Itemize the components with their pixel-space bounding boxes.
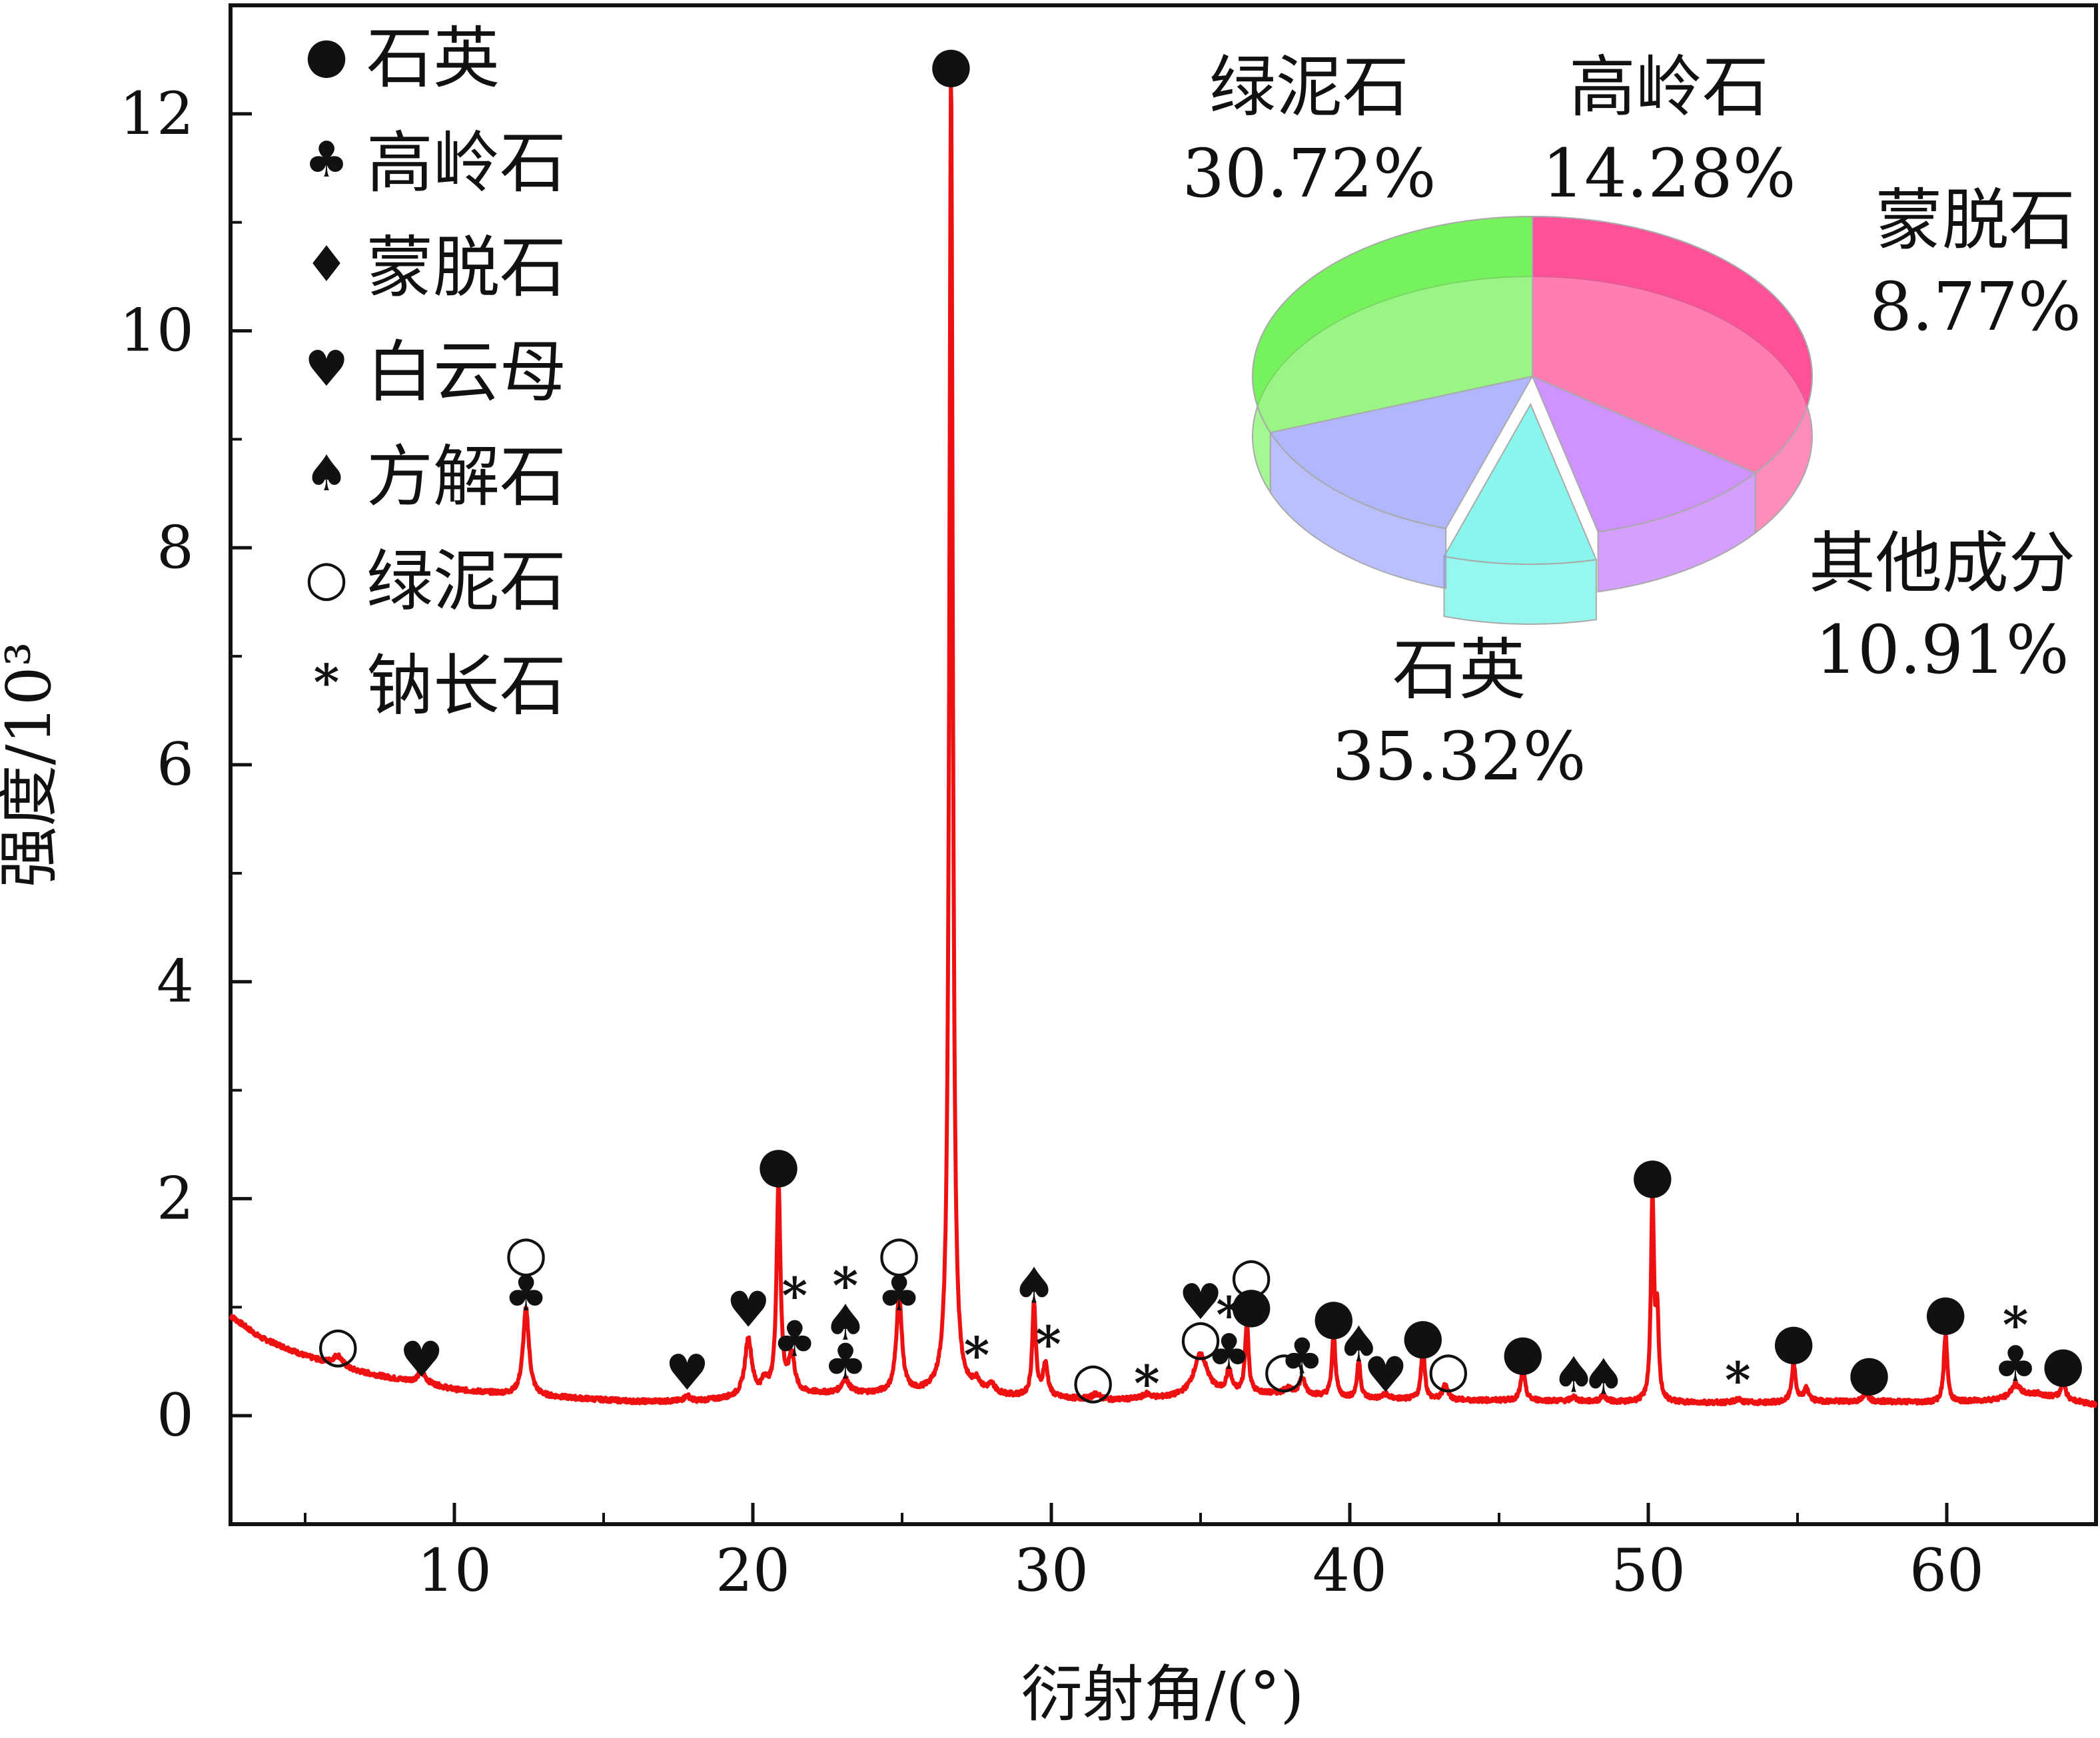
legend-symbol: ♦ <box>304 236 348 293</box>
peak-marker: ○ <box>1179 1308 1223 1366</box>
peak-marker: ● <box>2041 1336 2085 1393</box>
peak-marker: * <box>1725 1352 1751 1409</box>
peak-marker: ♣ <box>1280 1328 1324 1386</box>
pie-slice-side <box>1443 556 1597 625</box>
pie-slice-name: 高岭石 <box>1569 48 1769 126</box>
y-axis: 0 2 4 6 8 10 12 <box>119 4 252 1525</box>
legend-label: 绿泥石 <box>366 542 566 620</box>
peak-marker: ● <box>1312 1288 1356 1345</box>
peak-marker: * <box>782 1267 807 1324</box>
peak-marker: ● <box>1847 1344 1891 1402</box>
legend-symbol: ♣ <box>304 131 348 189</box>
peak-marker: * <box>1134 1355 1160 1412</box>
series-layer <box>229 81 2098 1408</box>
legend-label: 方解石 <box>366 438 566 516</box>
x-axis-title: 衍射角/(°) <box>1021 1659 1305 1730</box>
peak-marker: ● <box>1502 1324 1545 1381</box>
peak-marker: ♥ <box>1364 1346 1408 1404</box>
pie-slice-value: 14.28% <box>1542 135 1796 213</box>
legend: ● 石英 ♣ 高岭石 ♦ 蒙脱石 ♥ 白云母 ♠ 方解石 ○ 绿泥石 * 钠长石 <box>304 19 566 725</box>
pie-chart: 石英 35.32% 其他成分 10.91% 蒙脱石 8.77% 高岭石 14.28% 绿泥石 30… <box>1182 48 2081 795</box>
peak-marker: * <box>1035 1316 1061 1374</box>
x-tick-label: 20 <box>716 1536 790 1605</box>
pie-slice-value: 10.91% <box>1815 611 2069 689</box>
peak-marker: * <box>1216 1287 1242 1344</box>
peak-marker: ○ <box>1263 1341 1306 1398</box>
pie-slice <box>1251 215 1533 434</box>
legend-label: 钠长石 <box>366 647 566 725</box>
pie-slice-value: 8.77% <box>1869 268 2081 346</box>
x-tick-label: 30 <box>1014 1536 1089 1605</box>
legend-label: 蒙脱石 <box>366 228 566 306</box>
peak-marker: ♥ <box>665 1344 709 1402</box>
pie-slice-value: 30.72% <box>1182 135 1436 213</box>
peak-marker: * <box>2003 1296 2029 1354</box>
peak-marker: * <box>964 1327 990 1384</box>
y-tick-label: 2 <box>157 1164 194 1232</box>
peak-marker: ♠ <box>823 1294 867 1352</box>
y-axis-title: 强度/10³ <box>0 642 65 888</box>
peak-marker: ● <box>1230 1276 1273 1333</box>
peak-marker: ♠ <box>1582 1349 1626 1406</box>
x-tick-label: 10 <box>417 1536 492 1605</box>
pie-slice <box>1531 375 1757 533</box>
peak-marker: ○ <box>1230 1246 1273 1304</box>
peak-marker: ♠ <box>1336 1316 1380 1374</box>
x-tick-label: 50 <box>1611 1536 1686 1605</box>
legend-label: 白云母 <box>366 333 566 411</box>
pie-slice-name: 蒙脱石 <box>1875 181 2075 259</box>
pie-slice <box>1269 375 1534 530</box>
peak-marker: ♠ <box>1012 1258 1056 1315</box>
peak-marker: ♣ <box>504 1265 548 1322</box>
peak-marker: ♣ <box>1993 1336 2037 1393</box>
legend-label: 高岭石 <box>366 124 566 202</box>
legend-symbol: ♠ <box>304 445 348 502</box>
peak-marker: ○ <box>1427 1341 1470 1398</box>
peak-marker: ● <box>1631 1147 1674 1204</box>
peak-marker: ○ <box>316 1316 360 1374</box>
peak-marker: ● <box>1924 1284 1967 1341</box>
peak-marker: ○ <box>877 1225 921 1282</box>
peak-marker: ♥ <box>1179 1274 1223 1331</box>
peak-marker: ● <box>1772 1313 1816 1370</box>
pie-slice <box>1532 215 1814 474</box>
x-axis: 10 20 30 40 50 60 <box>304 1503 1984 1605</box>
pie-slice-value: 35.32% <box>1332 717 1586 795</box>
peak-markers: ○ ♥♣○♥♥●♣*♣♠* ♣○●*♠*○ *○♥♣*●○○♣●♠♥●○ ● ♠♠●*●●… <box>316 36 2085 1412</box>
peak-marker: * <box>833 1258 859 1315</box>
y-tick-label: 8 <box>157 513 194 582</box>
pie-slice <box>1442 402 1598 565</box>
peak-marker: ● <box>757 1136 800 1193</box>
legend-label: 石英 <box>366 19 500 97</box>
x-tick-label: 40 <box>1312 1536 1387 1605</box>
y-tick-label: 10 <box>119 296 194 365</box>
y-tick-label: 12 <box>119 79 194 148</box>
pie-slice-name: 石英 <box>1392 631 1526 709</box>
peak-marker: ♣ <box>773 1311 817 1368</box>
y-tick-label: 6 <box>157 730 194 799</box>
xrd-line <box>229 81 2098 1408</box>
pie-slice-name: 其他成分 <box>1809 524 2075 602</box>
peak-marker: ♣ <box>823 1334 867 1391</box>
legend-symbol: ○ <box>305 550 348 607</box>
peak-marker: ● <box>929 36 973 93</box>
y-tick-label: 4 <box>157 947 194 1016</box>
peak-marker: ○ <box>504 1225 548 1282</box>
legend-symbol: * <box>314 654 340 711</box>
peak-marker: ● <box>1401 1308 1444 1365</box>
peak-marker: ♣ <box>1207 1324 1251 1381</box>
pie-slice-name: 绿泥石 <box>1209 48 1409 126</box>
legend-symbol: ● <box>305 27 348 84</box>
y-tick-label: 0 <box>157 1381 194 1450</box>
peak-marker: ♠ <box>1552 1346 1596 1404</box>
x-tick-label: 60 <box>1909 1536 1984 1605</box>
legend-symbol: ♥ <box>304 340 348 398</box>
peak-marker: ♣ <box>877 1265 921 1322</box>
peak-marker: ♥ <box>400 1331 444 1388</box>
peak-marker: ○ <box>1071 1352 1115 1409</box>
peak-marker: ♥ <box>726 1282 770 1339</box>
